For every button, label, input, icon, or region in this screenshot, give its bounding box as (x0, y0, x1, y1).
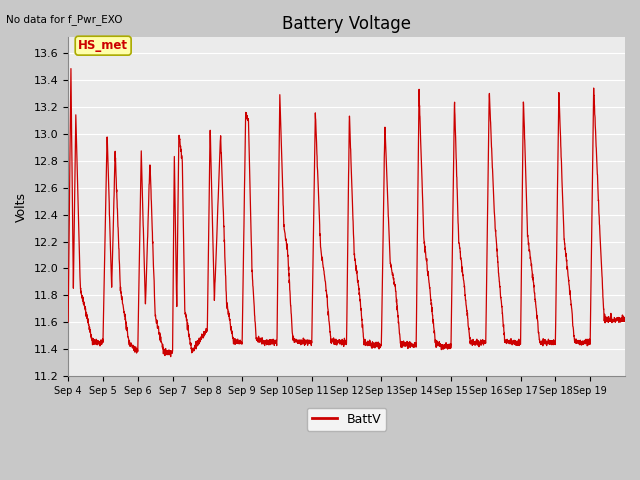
Text: No data for f_Pwr_EXO: No data for f_Pwr_EXO (6, 14, 123, 25)
Y-axis label: Volts: Volts (15, 192, 28, 222)
Title: Battery Voltage: Battery Voltage (282, 15, 411, 33)
Legend: BattV: BattV (307, 408, 387, 431)
Text: HS_met: HS_met (78, 39, 128, 52)
